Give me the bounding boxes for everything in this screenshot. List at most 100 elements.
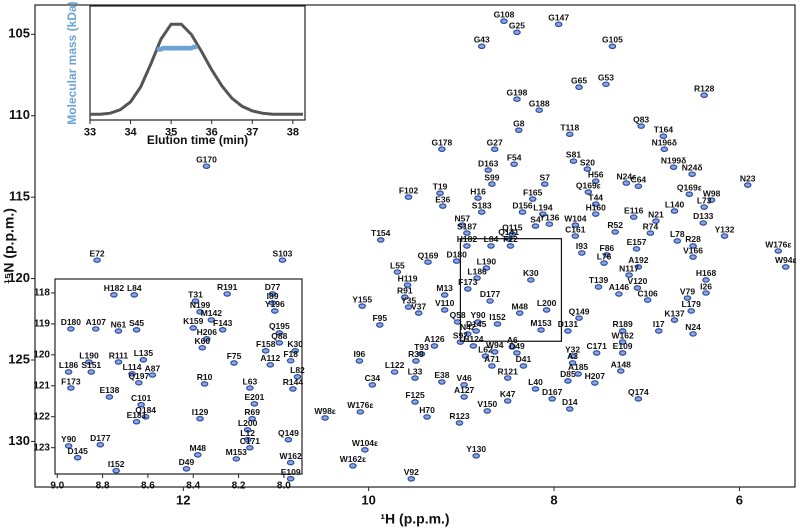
peak	[275, 330, 284, 336]
peak-label: A146	[609, 282, 630, 292]
peak	[196, 309, 204, 315]
peak	[634, 264, 643, 270]
peak-label: Q149	[569, 306, 590, 316]
peak	[488, 363, 496, 369]
peak	[584, 189, 593, 195]
peak	[423, 414, 431, 420]
peak	[652, 218, 660, 224]
peak-label: E181	[127, 410, 147, 420]
peak-label: G147	[548, 13, 569, 23]
peak-label: W162	[280, 451, 302, 461]
peak	[515, 310, 524, 316]
peak	[537, 327, 545, 333]
peak	[268, 291, 277, 297]
peak-label: D177	[480, 289, 501, 299]
peak-label: H124	[463, 334, 484, 344]
peak	[518, 209, 527, 215]
peak	[632, 246, 641, 252]
peak-label: G178	[431, 137, 452, 147]
peak-label: A127	[454, 385, 475, 395]
peak-label: E157	[627, 237, 647, 247]
peak-label: R128	[694, 83, 715, 93]
peak-label: G65	[571, 75, 587, 85]
peak-label: L12	[240, 428, 255, 438]
peak-label: I129	[192, 407, 209, 417]
peak	[286, 475, 295, 482]
peak-label: Q149	[278, 428, 299, 438]
peak	[401, 294, 409, 300]
peak-label: T164	[654, 124, 674, 134]
peak	[608, 43, 617, 50]
peak	[96, 441, 105, 448]
peak	[484, 167, 493, 173]
peak	[284, 436, 293, 443]
peak-label: A3	[567, 351, 578, 361]
peak-label: C64	[631, 174, 647, 184]
peak-label: S99	[484, 172, 499, 182]
peak-label: E138	[99, 385, 119, 395]
peak	[574, 371, 582, 377]
peak-label: N199	[190, 300, 211, 310]
peak-label: Q83	[633, 114, 649, 124]
peak-label: Y90	[470, 310, 485, 320]
peak	[503, 398, 512, 404]
peak	[660, 146, 669, 153]
peak-label: L200	[537, 298, 557, 308]
peak	[699, 220, 708, 226]
peak-label: D131	[558, 319, 579, 329]
peak-label: L62	[478, 344, 493, 354]
peak	[493, 321, 502, 327]
peak-label: F18	[283, 349, 298, 359]
peak	[110, 292, 118, 298]
peak	[135, 379, 143, 386]
peak	[506, 243, 515, 249]
x-tick-label: 38	[287, 127, 299, 139]
peak-label: W176ε	[765, 239, 791, 249]
peak-label: C101	[131, 393, 152, 403]
x-tick-label: 8	[550, 493, 557, 508]
peak	[654, 328, 663, 334]
peak-label: A148	[611, 359, 632, 369]
peak-label: L114	[123, 362, 142, 372]
peak-label: L179	[682, 299, 702, 309]
mass-point	[193, 44, 198, 50]
peak	[490, 349, 499, 355]
peak	[625, 272, 633, 278]
peak	[404, 194, 413, 200]
peak	[403, 282, 412, 288]
peak	[689, 254, 697, 260]
peak-label: L190	[79, 350, 99, 360]
peak	[670, 208, 679, 214]
peak-label: D145	[67, 446, 88, 456]
peak	[105, 394, 114, 400]
peak-label: T44	[588, 192, 603, 202]
peak	[513, 350, 521, 356]
peak-label: L63	[243, 376, 258, 386]
peak	[439, 203, 447, 209]
peak-label: I152	[489, 312, 506, 322]
peak-label: Q141	[498, 227, 519, 237]
peak	[781, 264, 790, 270]
peak	[375, 322, 384, 328]
peak-label: A6	[507, 335, 518, 345]
peak	[218, 327, 227, 333]
peak-label: G8	[513, 118, 525, 128]
peak	[266, 361, 275, 368]
peak-label: L40	[528, 377, 543, 387]
peak	[286, 459, 295, 466]
peak-label: F125	[405, 390, 425, 400]
y-tick-label: 120	[33, 349, 50, 360]
peak	[643, 297, 652, 303]
peak-label: Q88	[271, 331, 287, 341]
peak-label: N42	[460, 322, 476, 332]
y-tick-label: 123	[33, 442, 50, 453]
peak	[564, 378, 572, 384]
peak-label: E109	[281, 467, 301, 477]
peak-label: V150	[477, 399, 497, 409]
peak	[477, 43, 486, 50]
peak-label: T19	[433, 181, 448, 191]
peak-label: G43	[474, 35, 490, 45]
peak-label: N24	[685, 322, 701, 332]
peak	[114, 328, 123, 334]
x-axis-title: ¹H (p.p.m.)	[380, 511, 449, 527]
